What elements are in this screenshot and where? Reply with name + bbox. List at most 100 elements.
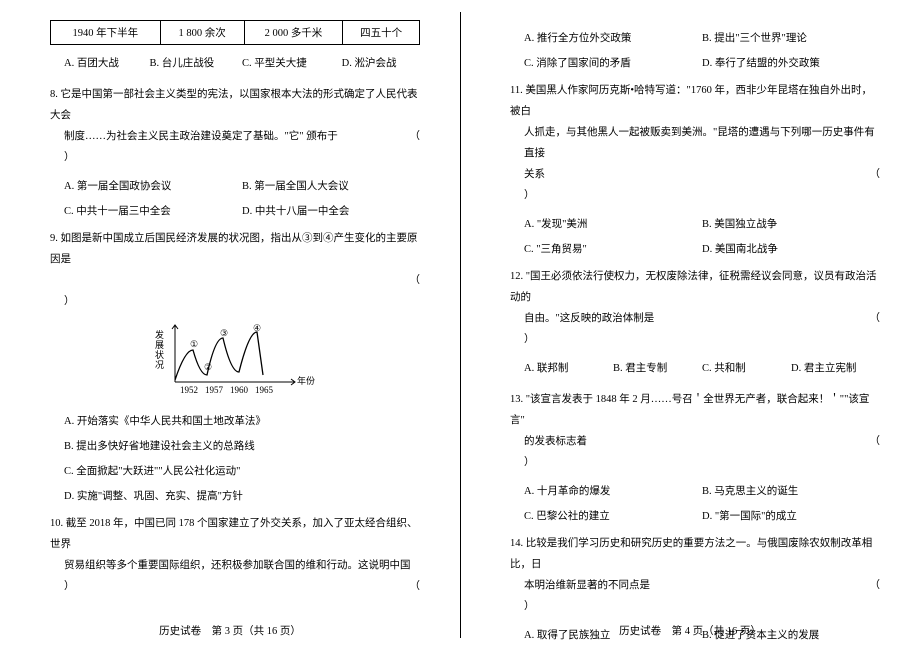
ylabel-2: 展 xyxy=(155,340,164,350)
close-paren-line: ） xyxy=(50,291,420,312)
q11-opt-b: B. 美国独立战争 xyxy=(702,216,777,231)
q12-opt-a: A. 联邦制 xyxy=(524,360,613,375)
q13-opt-b: B. 马克思主义的诞生 xyxy=(702,483,798,498)
q12-options: A. 联邦制 B. 君主专制 C. 共和制 D. 君主立宪制 xyxy=(524,360,880,375)
answer-paren: （ xyxy=(410,275,421,286)
q9: 9. 如图是新中国成立后国民经济发展的状况图，指出从③到④产生变化的主要原因是 … xyxy=(50,228,420,312)
q13-opt-c: C. 巴黎公社的建立 xyxy=(524,508,702,523)
q7-opt-c: C. 平型关大捷 xyxy=(242,55,342,70)
ylabel-4: 况 xyxy=(155,360,164,370)
close-paren-line: ） xyxy=(510,329,880,350)
q9-opt-d: D. 实施"调整、巩固、充实、提高"方针 xyxy=(64,488,420,503)
q9-opt-c: C. 全面掀起"大跃进""人民公社化运动" xyxy=(64,463,420,478)
q8-stem-line1: 8. 它是中国第一部社会主义类型的宪法，以国家根本大法的形式确定了人民代表大会 xyxy=(50,84,420,126)
page-footer-right: 历史试卷 第 4 页（共 16 页） xyxy=(460,623,920,638)
marker-3: ③ xyxy=(220,328,228,338)
q8-opt-a: A. 第一届全国政协会议 xyxy=(64,178,242,193)
answer-paren: （ xyxy=(870,575,881,596)
answer-paren: （ xyxy=(410,576,421,597)
marker-4: ④ xyxy=(253,323,261,333)
tick-1: 1952 xyxy=(180,385,198,395)
close-paren-line: ） xyxy=(50,576,420,597)
q9-stem-line1: 9. 如图是新中国成立后国民经济发展的状况图，指出从③到④产生变化的主要原因是 xyxy=(50,228,420,270)
q8-opt-d: D. 中共十八届一中全会 xyxy=(242,203,349,218)
q10-opt-b: B. 提出"三个世界"理论 xyxy=(702,30,807,45)
q13-stem-line1: 13. "该宣言发表于 1848 年 2 月……号召＇全世界无产者，联合起来！＇… xyxy=(510,389,880,431)
q9-opt-a: A. 开始落实《中华人民共和国土地改革法》 xyxy=(64,413,420,428)
table-cell: 1 800 余次 xyxy=(160,21,244,45)
q13-opts-row1: A. 十月革命的爆发 B. 马克思主义的诞生 xyxy=(524,483,880,498)
q9-options: A. 开始落实《中华人民共和国土地改革法》 B. 提出多快好省地建设社会主义的总… xyxy=(50,413,420,503)
page-left: 1940 年下半年 1 800 余次 2 000 多千米 四五十个 A. 百团大… xyxy=(0,0,460,650)
answer-paren: （ xyxy=(870,164,881,185)
q10-opts-row1: A. 推行全方位外交政策 B. 提出"三个世界"理论 xyxy=(524,30,880,45)
q13-opt-d: D. "第一国际"的成立 xyxy=(702,508,797,523)
close-paren-line: ） xyxy=(510,596,880,617)
q10: 10. 截至 2018 年，中国已同 178 个国家建立了外交关系，加入了亚太经… xyxy=(50,513,420,597)
answer-paren: （ xyxy=(870,431,881,452)
q7-data-table: 1940 年下半年 1 800 余次 2 000 多千米 四五十个 xyxy=(50,20,420,45)
q13-opts-row2: C. 巴黎公社的建立 D. "第一国际"的成立 xyxy=(524,508,880,523)
q12-stem-line1: 12. "国王必须依法行使权力，无权废除法律，征税需经议会同意，议员有政治活动的 xyxy=(510,266,880,308)
answer-paren: （ xyxy=(410,126,421,147)
q11-opt-a: A. "发现"美洲 xyxy=(524,216,702,231)
q9-chart: 发 展 状 况 年份 ① ② ③ ④ 1952 1957 1960 1965 xyxy=(50,320,420,403)
q10-stem-line1: 10. 截至 2018 年，中国已同 178 个国家建立了外交关系，加入了亚太经… xyxy=(50,513,420,555)
q7-opt-a: A. 百团大战 xyxy=(64,55,149,70)
table-cell: 1940 年下半年 xyxy=(51,21,161,45)
q8: 8. 它是中国第一部社会主义类型的宪法，以国家根本大法的形式确定了人民代表大会 … xyxy=(50,84,420,168)
tick-3: 1960 xyxy=(230,385,249,395)
q11-stem-line2: 人抓走，与其他黑人一起被贩卖到美洲。"昆塔的遭遇与下列哪一历史事件有直接 xyxy=(510,122,880,164)
q12-opt-d: D. 君主立宪制 xyxy=(791,360,880,375)
ylabel-3: 状 xyxy=(155,349,164,360)
q9-opt-b: B. 提出多快好省地建设社会主义的总路线 xyxy=(64,438,420,453)
q10-opts-row2: C. 消除了国家间的矛盾 D. 奉行了结盟的外交政策 xyxy=(524,55,880,70)
answer-paren: （ xyxy=(870,308,881,329)
page-footer-left: 历史试卷 第 3 页（共 16 页） xyxy=(0,623,460,638)
q12-opt-c: C. 共和制 xyxy=(702,360,791,375)
q7-opt-d: D. 淞沪会战 xyxy=(342,55,420,70)
marker-1: ① xyxy=(190,339,198,349)
tick-2: 1957 xyxy=(205,385,224,395)
q8-opt-b: B. 第一届全国人大会议 xyxy=(242,178,349,193)
close-paren-line: ） xyxy=(50,147,420,168)
paren-line: （ xyxy=(50,270,420,291)
q11-opt-c: C. "三角贸易" xyxy=(524,241,702,256)
q12: 12. "国王必须依法行使权力，无权废除法律，征税需经议会同意，议员有政治活动的… xyxy=(510,266,880,350)
table-row: 1940 年下半年 1 800 余次 2 000 多千米 四五十个 xyxy=(51,21,420,45)
q11-opts-row2: C. "三角贸易" D. 美国南北战争 xyxy=(524,241,880,256)
q11-stem-line3: 关系 （ xyxy=(510,164,880,185)
q10-opt-c: C. 消除了国家间的矛盾 xyxy=(524,55,702,70)
q8-opts-row2: C. 中共十一届三中全会 D. 中共十八届一中全会 xyxy=(64,203,420,218)
q13-stem-line2: 的发表标志着 （ xyxy=(510,431,880,452)
q8-opts-row1: A. 第一届全国政协会议 B. 第一届全国人大会议 xyxy=(64,178,420,193)
q12-opt-b: B. 君主专制 xyxy=(613,360,702,375)
q12-stem-line2: 自由。"这反映的政治体制是 （ xyxy=(510,308,880,329)
q7-options: A. 百团大战 B. 台儿庄战役 C. 平型关大捷 D. 淞沪会战 xyxy=(64,55,420,70)
q14: 14. 比较是我们学习历史和研究历史的重要方法之一。与俄国废除农奴制改革相比，日… xyxy=(510,533,880,617)
table-cell: 2 000 多千米 xyxy=(244,21,343,45)
q8-stem-line2: 制度……为社会主义民主政治建设奠定了基础。"它" 颁布于 （ xyxy=(50,126,420,147)
q14-stem-line2: 本明治维新显著的不同点是 （ xyxy=(510,575,880,596)
close-paren-line: ） xyxy=(510,452,880,473)
q10-opt-d: D. 奉行了结盟的外交政策 xyxy=(702,55,820,70)
q11: 11. 美国黑人作家阿历克斯•哈特写道："1760 年，西非少年昆塔在独自外出时… xyxy=(510,80,880,206)
line-chart-svg: 发 展 状 况 年份 ① ② ③ ④ 1952 1957 1960 1965 xyxy=(145,320,325,400)
ylabel-1: 发 xyxy=(155,329,164,340)
q10-stem-line2: 贸易组织等多个重要国际组织，还积极参加联合国的维和行动。这说明中国 （ xyxy=(50,555,420,576)
q13: 13. "该宣言发表于 1848 年 2 月……号召＇全世界无产者，联合起来！＇… xyxy=(510,389,880,473)
q11-opts-row1: A. "发现"美洲 B. 美国独立战争 xyxy=(524,216,880,231)
q8-opt-c: C. 中共十一届三中全会 xyxy=(64,203,242,218)
q11-opt-d: D. 美国南北战争 xyxy=(702,241,778,256)
q14-stem-line1: 14. 比较是我们学习历史和研究历史的重要方法之一。与俄国废除农奴制改革相比，日 xyxy=(510,533,880,575)
q10-opt-a: A. 推行全方位外交政策 xyxy=(524,30,702,45)
marker-2: ② xyxy=(204,362,212,372)
close-paren-line: ） xyxy=(510,185,880,206)
q11-stem-line1: 11. 美国黑人作家阿历克斯•哈特写道："1760 年，西非少年昆塔在独自外出时… xyxy=(510,80,880,122)
q13-opt-a: A. 十月革命的爆发 xyxy=(524,483,702,498)
xlabel: 年份 xyxy=(297,375,315,386)
tick-4: 1965 xyxy=(255,385,274,395)
q7-opt-b: B. 台儿庄战役 xyxy=(149,55,242,70)
page-right: A. 推行全方位外交政策 B. 提出"三个世界"理论 C. 消除了国家间的矛盾 … xyxy=(460,0,920,650)
curve xyxy=(175,332,263,380)
